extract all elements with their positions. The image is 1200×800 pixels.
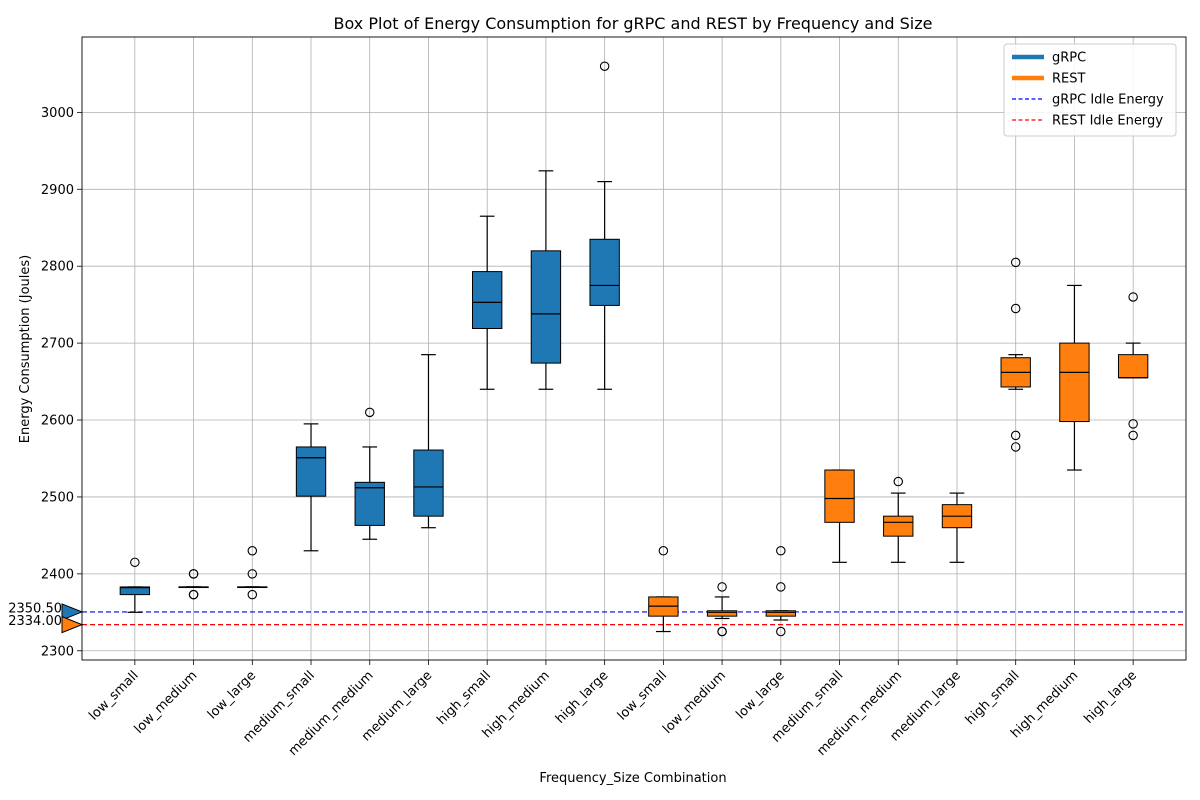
outlier-point [893, 476, 904, 487]
y-tick-label: 2700 [41, 337, 74, 352]
box-body [824, 469, 855, 523]
box-body [1059, 342, 1090, 423]
y-tick-label: 2800 [41, 260, 74, 275]
box-grpc-low_small [119, 557, 151, 613]
x-tick-label: low_medium [132, 668, 201, 737]
x-tick-label: high_small [963, 668, 1023, 728]
idle-marker [61, 615, 84, 634]
boxes-layer [119, 61, 1149, 637]
legend: gRPC REST gRPC Idle Energy REST Idle Energy [1003, 43, 1177, 137]
x-tick-label: high_large [553, 668, 612, 727]
outlier-point [1010, 303, 1021, 314]
y-tick-label: 3000 [41, 106, 74, 121]
box-rest-medium_medium [883, 476, 914, 563]
outlier-point [188, 569, 199, 579]
chart-title: Box Plot of Energy Consumption for gRPC … [334, 14, 933, 33]
y-tick-label: 2500 [41, 490, 74, 505]
box-body [472, 271, 503, 330]
box-rest-low_medium [706, 582, 738, 637]
plot-frame [81, 36, 1187, 661]
box-grpc-high_large [589, 61, 620, 390]
outlier-point [1010, 430, 1021, 441]
y-axis-label: Energy Consumption (Joules) [18, 255, 33, 443]
y-tick-label: 2600 [41, 414, 74, 429]
outlier-point [247, 589, 258, 600]
x-tick-label: low_small [86, 668, 141, 723]
legend-entry-label: REST [1052, 72, 1085, 87]
box-rest-medium_large [941, 492, 973, 563]
outlier-point [717, 626, 727, 637]
idle-value-label: 2350.50 [8, 601, 62, 616]
y-tick-label: 2900 [41, 183, 74, 198]
outlier-point [1128, 292, 1138, 302]
outlier-point [599, 61, 610, 71]
box-grpc-low_medium [178, 569, 209, 600]
outlier-point [1010, 257, 1021, 268]
outlier-point [247, 546, 258, 556]
legend-entry-label: REST Idle Energy [1052, 114, 1163, 129]
idle-value-label: 2334.00 [8, 614, 62, 629]
outlier-point [188, 589, 199, 600]
outlier-point [776, 546, 786, 556]
outlier-point [1128, 430, 1138, 441]
box-grpc-low_large [237, 546, 268, 600]
x-axis-label: Frequency_Size Combination [539, 771, 726, 786]
box-rest-low_large [765, 546, 796, 637]
box-grpc-high_medium [530, 170, 562, 390]
outlier-point [776, 582, 786, 592]
outlier-point [717, 582, 727, 592]
x-tick-label: high_large [1081, 668, 1140, 727]
box-rest-medium_small [824, 469, 855, 563]
box-body [295, 446, 327, 497]
outlier-point [130, 557, 140, 568]
box-body [589, 238, 620, 306]
idle-lines-layer [82, 611, 1186, 626]
outlier-point [658, 546, 669, 556]
idle-marker [61, 603, 84, 621]
box-grpc-medium_medium [354, 407, 385, 540]
outlier-point [776, 626, 786, 637]
outlier-point [1010, 442, 1021, 452]
x-tick-label: low_large [205, 668, 259, 722]
outlier-point [247, 569, 258, 579]
box-body [883, 515, 914, 537]
x-tick-label: low_medium [660, 668, 729, 737]
box-body [413, 449, 444, 517]
outlier-point [364, 407, 375, 418]
x-tick-label: high_small [434, 668, 494, 728]
x-tick-label: low_large [733, 668, 787, 722]
x-tick-label: low_small [615, 668, 670, 723]
box-grpc-medium_small [295, 423, 327, 552]
box-rest-high_medium [1059, 284, 1090, 471]
legend-entry-label: gRPC Idle Energy [1052, 93, 1164, 108]
legend-frame [1003, 43, 1177, 137]
y-tick-label: 2400 [41, 567, 74, 582]
box-body [530, 250, 562, 364]
box-body [354, 481, 385, 526]
box-grpc-medium_large [413, 354, 444, 529]
y-tick-label: 2300 [41, 644, 74, 659]
box-grpc-high_small [472, 215, 503, 390]
box-body [1117, 354, 1149, 379]
legend-entry-label: gRPC [1052, 51, 1086, 66]
box-body [119, 586, 151, 596]
box-rest-high_large [1117, 292, 1149, 441]
box-body [706, 610, 738, 617]
box-rest-low_small [648, 546, 679, 633]
box-body [765, 610, 796, 617]
box-rest-high_small [1000, 257, 1031, 452]
outlier-point [1128, 419, 1138, 429]
